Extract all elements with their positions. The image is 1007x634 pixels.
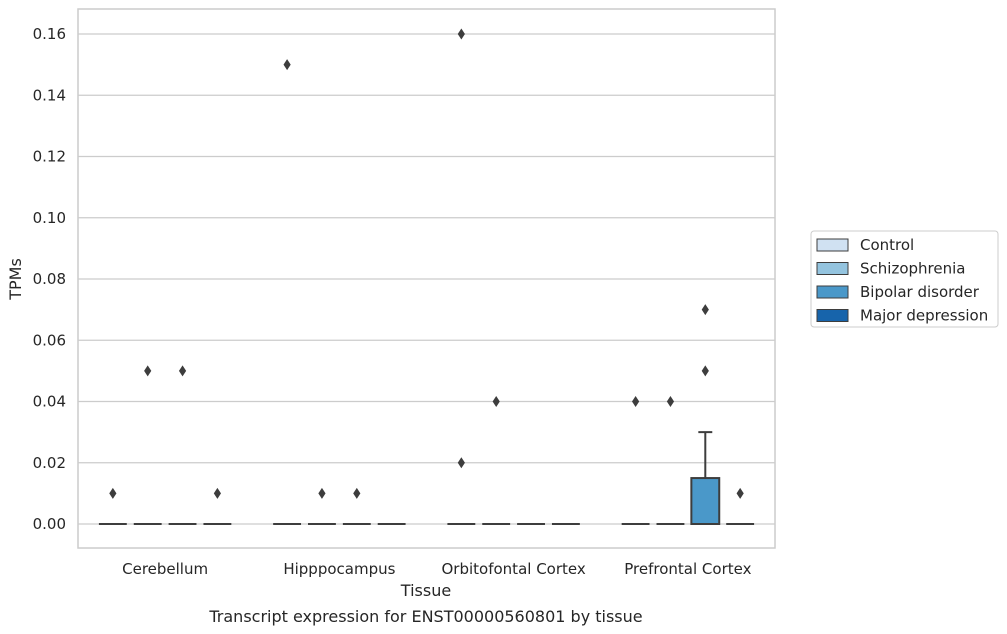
chart-caption: Transcript expression for ENST0000056080… <box>208 607 642 626</box>
y-tick-label: 0.00 <box>33 515 66 533</box>
outlier-point <box>457 457 465 469</box>
x-tick-label: Orbitofontal Cortex <box>442 560 586 578</box>
plot-boxes <box>98 431 755 525</box>
legend-label: Control <box>860 236 914 254</box>
y-tick-label: 0.16 <box>33 25 66 43</box>
x-tick-label: Prefrontal Cortex <box>624 560 751 578</box>
outlier-point <box>632 396 640 407</box>
y-tick-label: 0.06 <box>33 331 66 349</box>
x-axis-title: Tissue <box>400 581 451 600</box>
y-tick-label: 0.08 <box>33 270 66 288</box>
legend-label: Bipolar disorder <box>860 283 980 301</box>
x-tick-label: Hipppocampus <box>283 560 395 578</box>
outlier-point <box>178 365 187 377</box>
box-body <box>690 477 721 525</box>
y-tick-label: 0.04 <box>33 393 66 411</box>
outlier-point <box>701 304 709 316</box>
legend-swatch <box>816 262 849 275</box>
legend-label: Schizophrenia <box>860 260 965 278</box>
legend-frame <box>810 230 999 328</box>
outlier-point <box>492 396 500 407</box>
legend-swatch <box>816 309 849 322</box>
plot-outliers <box>109 28 744 499</box>
grid-lines <box>78 33 775 525</box>
legend-swatch <box>816 238 849 252</box>
outlier-point <box>701 365 709 377</box>
outlier-point <box>457 28 465 40</box>
outlier-point <box>353 487 361 499</box>
x-tick-labels: Cerebellum Hipppocampus Orbitofontal Corte… <box>122 560 751 578</box>
y-tick-label: 0.10 <box>33 209 66 227</box>
y-tick-labels: 0.00 0.02 0.04 0.06 0.08 0.10 0.12 0.14 0.16 <box>33 25 66 533</box>
y-tick-label: 0.12 <box>33 148 66 166</box>
legend-label: Major depression <box>860 307 988 325</box>
legend: Control Schizophrenia Bipolar disorder Majo… <box>810 230 999 328</box>
y-tick-label: 0.14 <box>33 86 66 104</box>
outlier-point <box>318 487 326 499</box>
box-bipolar-disorder <box>690 431 721 525</box>
x-tick-label: Cerebellum <box>122 560 208 578</box>
outlier-point <box>283 59 291 71</box>
outlier-point <box>144 365 152 377</box>
outlier-point <box>666 396 675 407</box>
y-axis-title: TPMs <box>6 258 25 301</box>
outlier-point <box>213 487 221 499</box>
plot-frame <box>77 8 776 549</box>
outlier-point <box>109 487 117 499</box>
legend-swatch <box>816 285 849 299</box>
y-tick-label: 0.02 <box>33 454 66 472</box>
outlier-point <box>736 487 744 499</box>
